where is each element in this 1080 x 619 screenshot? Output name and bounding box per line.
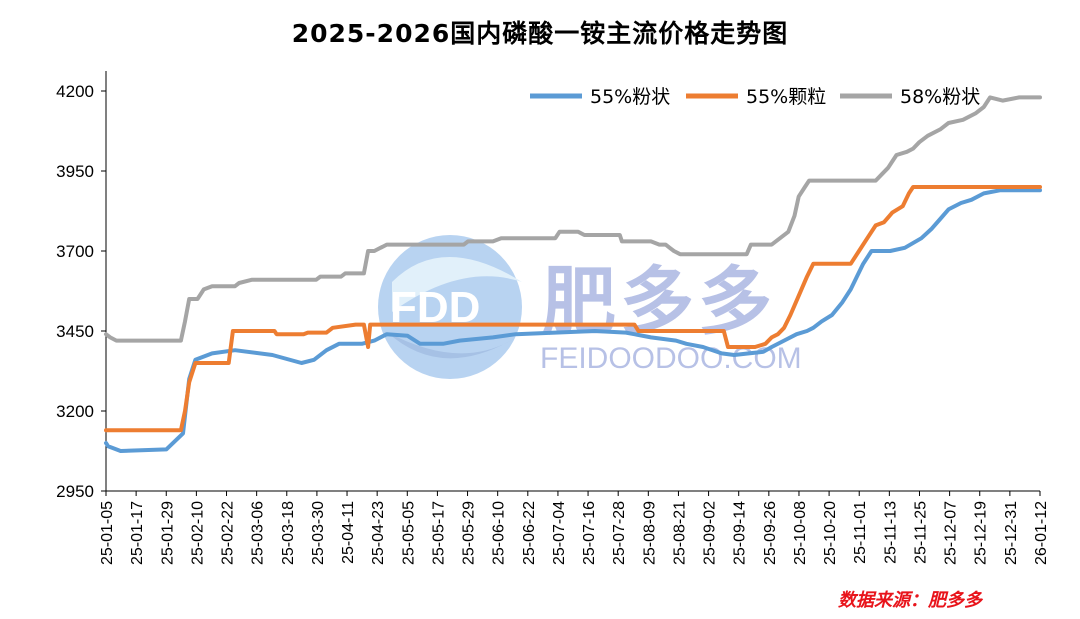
legend-label-2: 58%粉状 <box>900 86 980 108</box>
x-tick-label: 25-02-10 <box>189 501 206 565</box>
series-line-1 <box>104 185 1042 433</box>
x-tick-label: 25-07-04 <box>551 501 568 565</box>
x-tick-label: 25-11-13 <box>882 501 899 564</box>
series-lines <box>104 95 1042 453</box>
x-tick-label: 25-10-08 <box>792 501 809 565</box>
x-tick-label: 25-05-29 <box>461 501 478 565</box>
x-tick-label: 25-03-30 <box>310 501 327 565</box>
x-tick-label: 25-12-07 <box>943 501 960 565</box>
x-tick-label: 25-05-17 <box>430 501 447 565</box>
y-tick-label: 3200 <box>56 402 94 421</box>
x-tick-label: 25-11-25 <box>912 501 929 564</box>
x-tick-label: 25-01-17 <box>129 501 146 565</box>
x-tick-label: 25-08-21 <box>671 501 688 565</box>
y-axis-ticks: 2950 3200 3450 3700 3950 4200 <box>56 82 106 501</box>
x-tick-label: 25-09-02 <box>702 501 719 565</box>
x-tick-label: 26-01-12 <box>1033 501 1050 565</box>
x-tick-label: 25-04-11 <box>340 501 357 564</box>
x-tick-label: 25-08-09 <box>641 501 658 565</box>
series-line-0 <box>104 188 1042 453</box>
x-tick-label: 25-09-26 <box>762 501 779 565</box>
x-tick-label: 25-09-14 <box>732 501 749 565</box>
y-tick-label: 3700 <box>56 242 94 261</box>
y-tick-label: 4200 <box>56 82 94 101</box>
legend-label-0: 55%粉状 <box>590 86 670 108</box>
series-line-2 <box>104 95 1042 343</box>
x-tick-label: 25-10-20 <box>822 501 839 565</box>
y-tick-label: 2950 <box>56 482 94 501</box>
x-tick-label: 25-06-10 <box>491 501 508 565</box>
x-tick-label: 25-11-01 <box>852 501 869 564</box>
legend: 55%粉状 55%颗粒 58%粉状 <box>530 86 980 108</box>
x-tick-label: 25-05-05 <box>400 501 417 565</box>
chart-title: 2025-2026国内磷酸一铵主流价格走势图 <box>291 19 789 48</box>
x-tick-label: 25-01-29 <box>159 501 176 565</box>
x-tick-label: 25-04-23 <box>370 501 387 565</box>
x-tick-label: 25-01-05 <box>99 501 116 565</box>
x-tick-label: 25-07-28 <box>611 501 628 565</box>
chart-axes <box>105 71 1040 492</box>
x-tick-label: 25-03-18 <box>280 501 297 565</box>
data-source-note: 数据来源：肥多多 <box>838 590 982 611</box>
x-tick-label: 25-07-16 <box>581 501 598 565</box>
x-tick-label: 25-03-06 <box>250 501 267 565</box>
x-axis-ticks: 25-01-05 25-01-17 25-01-29 25-02-10 25-02-22… <box>99 491 1050 565</box>
x-tick-label: 25-02-22 <box>220 501 237 565</box>
x-tick-label: 25-12-31 <box>1003 501 1020 565</box>
x-tick-label: 25-12-19 <box>973 501 990 565</box>
y-tick-label: 3950 <box>56 162 94 181</box>
y-tick-label: 3450 <box>56 322 94 341</box>
legend-label-1: 55%颗粒 <box>746 86 826 108</box>
x-tick-label: 25-06-22 <box>521 501 538 565</box>
